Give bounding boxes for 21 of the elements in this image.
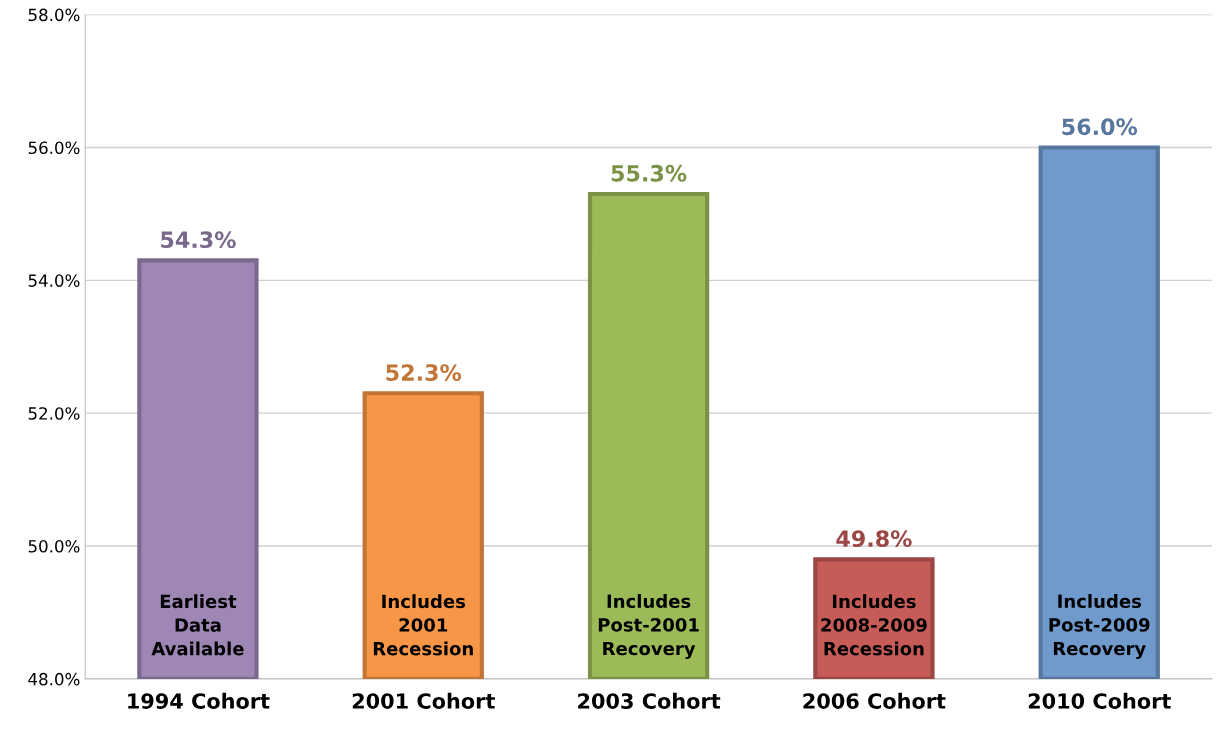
y-tick-label: 58.0% — [28, 8, 80, 22]
y-tick-label: 56.0% — [28, 141, 80, 155]
data-label: 54.3% — [161, 231, 236, 249]
annotation: Earliest Data Available — [151, 594, 244, 656]
x-tick-label: 1994 Cohort — [128, 692, 270, 709]
data-label: 49.8% — [836, 530, 912, 548]
annotation: Includes Post-2009 Recovery — [1049, 594, 1150, 659]
y-tick-label: 48.0% — [28, 672, 80, 686]
data-label: 55.3% — [611, 164, 687, 182]
x-tick-label: 2001 Cohort — [352, 692, 495, 709]
annotation: Includes 2001 Recession — [373, 594, 473, 656]
y-tick-label: 52.0% — [28, 407, 80, 420]
data-label: 52.3% — [386, 364, 462, 381]
y-tick-label: 54.0% — [28, 274, 80, 287]
x-tick-label: 2010 Cohort — [1028, 692, 1171, 709]
x-tick-label: 2003 Cohort — [578, 692, 721, 709]
y-tick-label: 50.0% — [28, 540, 80, 553]
annotation: Includes Post-2001 Recovery — [598, 594, 699, 659]
annotation: Includes 2008-2009 Recession — [821, 594, 927, 656]
x-tick-label: 2006 Cohort — [803, 692, 946, 709]
data-label: 56.0% — [1062, 118, 1138, 136]
